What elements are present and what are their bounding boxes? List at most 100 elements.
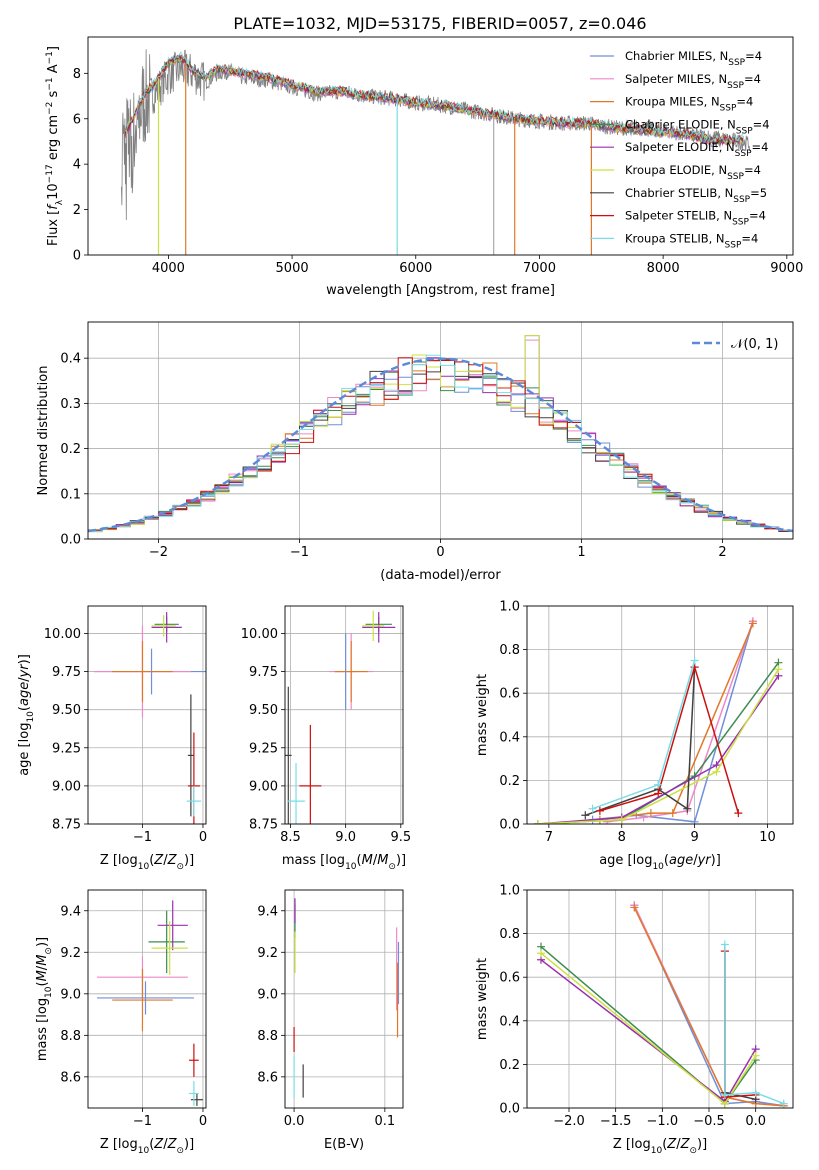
plot-area (285, 610, 396, 824)
label-part: age [log (599, 853, 652, 868)
x-tick-label: 8.5 (280, 830, 301, 845)
label-part: age (17, 682, 32, 706)
label-part: −1 (45, 51, 55, 64)
axes-frame (526, 605, 794, 825)
label-part: age [log (17, 723, 32, 776)
y-tick-label: 0.0 (499, 818, 520, 833)
series-marker (690, 817, 699, 824)
axes-frame (284, 605, 404, 825)
y-tick-label: 10.00 (241, 627, 278, 642)
y-tick-label: 9.75 (249, 665, 278, 680)
panel-spectrum: 4000 5000 6000 7000 8000 9000 0 2 4 6 8 wavelength … (45, 36, 803, 298)
y-tick-label: 0.6 (499, 687, 520, 702)
label-part: M (362, 853, 373, 868)
label-part: SSP (732, 218, 749, 228)
label-part: M (377, 853, 388, 868)
errorbar-point (189, 1081, 199, 1106)
x-tick-label: 9 (690, 830, 698, 845)
errorbar-point (334, 641, 368, 703)
y-tick-label: 0.2 (60, 442, 81, 457)
label-part: 10 (652, 862, 664, 872)
series-marker (639, 813, 648, 822)
x-tick-label: 8000 (647, 261, 680, 276)
label-part: Z (153, 1137, 164, 1152)
residual-histogram-step (88, 354, 793, 532)
label-part: SSP (735, 149, 752, 159)
label-part: Salpeter MILES, N (625, 72, 727, 86)
y-tick-label: 0.2 (499, 1058, 520, 1073)
panel-residuals: −2 −1 0 1 2 0.0 0.1 0.2 0.3 0.4 (data-model)/error… (36, 321, 794, 583)
label-part: ⊙ (689, 1146, 697, 1156)
legend: 𝒩(0, 1) (692, 337, 778, 352)
x-axis-label: Z [log10(Z/Z⊙)] (613, 1137, 707, 1156)
series-line (599, 623, 754, 821)
label-part: ⊙ (176, 1146, 184, 1156)
y-tick-label: 0.3 (60, 397, 81, 412)
label-part: yr (17, 663, 32, 679)
x-tick-label: −1.0 (647, 1114, 679, 1129)
panel-massweight_vs_age: 7 8 9 10 0.0 0.2 0.4 0.6 0.8 1.0 mass weight age [l… (475, 600, 794, 872)
legend-entry: Salpeter MILES, NSSP=4 (625, 72, 761, 91)
x-tick-label: 9.5 (390, 830, 411, 845)
label-part: A (46, 64, 61, 77)
label-part: 10 (138, 1146, 150, 1156)
y-tick-label: 1.0 (499, 600, 520, 615)
series-line (585, 666, 696, 817)
x-tick-label: 0 (199, 1114, 207, 1129)
label-part: mass [log (35, 998, 50, 1061)
panel-mass_vs_Z: −1 08.68.89.09.29.4Z [log10(Z/Z⊙)]mass [l… (35, 889, 207, 1156)
label-part: ] (46, 46, 61, 51)
y-tick-label: 0.4 (60, 352, 81, 367)
x-tick-label: 0.0 (284, 1114, 305, 1129)
label-part: yr (697, 853, 713, 868)
y-tick-label: 0.0 (499, 1102, 520, 1117)
label-part: SSP (720, 104, 737, 114)
series-marker (779, 1099, 788, 1108)
label-part: ( (664, 853, 669, 868)
label-part: / (373, 853, 378, 868)
y-tick-label: 6 (73, 112, 81, 127)
series-marker (748, 619, 757, 628)
x-tick-label: 7000 (523, 261, 556, 276)
label-part: Z (167, 853, 178, 868)
errorbar-point (97, 981, 194, 1015)
y-tick-label: 10.00 (44, 627, 81, 642)
label-part: Chabrier STELIB, N (625, 186, 733, 200)
y-tick-label: 8.75 (249, 818, 278, 833)
label-part: 10 (138, 862, 150, 872)
series-marker (617, 815, 626, 824)
series-marker (654, 780, 663, 789)
legend-entry: Kroupa MILES, NSSP=4 (625, 95, 753, 114)
mass-weight-series (595, 663, 743, 818)
plot-area (537, 901, 788, 1108)
x-tick-label: −1 (133, 830, 152, 845)
series-line (633, 904, 784, 1107)
y-tick-label: 8.8 (60, 1029, 81, 1044)
series-marker (734, 809, 743, 818)
y-tick-label: 9.00 (249, 779, 278, 794)
label-part: 𝒩 (731, 337, 746, 352)
y-tick-label: 0 (73, 249, 81, 264)
label-part: Kroupa MILES, N (625, 95, 720, 109)
x-tick-label: 0 (199, 830, 207, 845)
mass-weight-series (588, 656, 699, 813)
axes-frame (526, 889, 794, 1109)
y-tick-label: 9.50 (249, 703, 278, 718)
label-part: SSP (728, 58, 745, 68)
legend-entry: Chabrier ELODIE, NSSP=4 (625, 117, 770, 136)
series-line (633, 907, 784, 1107)
x-tick-label: −1 (290, 545, 309, 560)
label-part: / (35, 965, 50, 970)
series-marker (646, 809, 655, 818)
x-tick-label: 1 (577, 545, 585, 560)
x-tick-label: −2.0 (553, 1114, 585, 1129)
label-part: Chabrier ELODIE, N (625, 117, 736, 131)
legend-entry: Chabrier STELIB, NSSP=5 (625, 186, 767, 205)
y-tick-label: 9.25 (52, 741, 81, 756)
errorbar-point (189, 1043, 199, 1077)
residual-histogram-step (88, 335, 793, 533)
y-tick-label: 0.1 (60, 487, 81, 502)
panels: 4000 5000 6000 7000 8000 900002468wavelength … (17, 36, 803, 1156)
